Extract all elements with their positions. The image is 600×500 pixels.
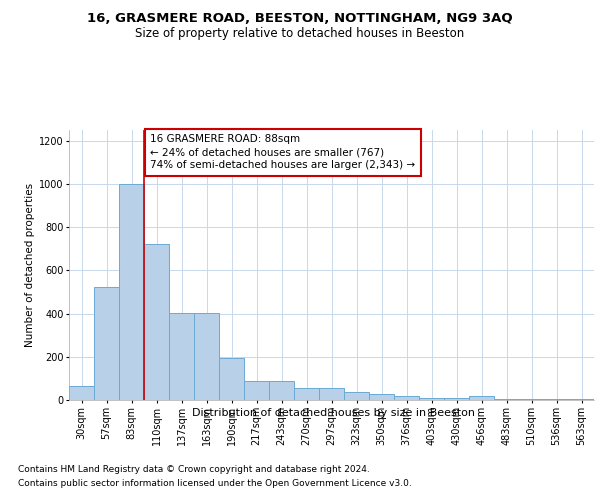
Bar [269, 380, 294, 400]
Bar [444, 398, 469, 400]
Bar [244, 380, 269, 400]
Bar [119, 184, 144, 400]
Text: Contains HM Land Registry data © Crown copyright and database right 2024.: Contains HM Land Registry data © Crown c… [18, 465, 370, 474]
Text: Size of property relative to detached houses in Beeston: Size of property relative to detached ho… [136, 28, 464, 40]
Bar [569, 399, 594, 400]
Bar [494, 399, 519, 400]
Bar [519, 399, 544, 400]
Y-axis label: Number of detached properties: Number of detached properties [25, 183, 35, 347]
Bar [394, 396, 419, 400]
Bar [144, 244, 169, 400]
Bar [194, 312, 219, 400]
Bar [369, 394, 394, 400]
Bar [419, 398, 444, 400]
Bar [319, 388, 344, 400]
Text: 16, GRASMERE ROAD, BEESTON, NOTTINGHAM, NG9 3AQ: 16, GRASMERE ROAD, BEESTON, NOTTINGHAM, … [87, 12, 513, 26]
Bar [344, 392, 369, 400]
Bar [169, 312, 194, 400]
Text: Distribution of detached houses by size in Beeston: Distribution of detached houses by size … [191, 408, 475, 418]
Bar [69, 386, 94, 400]
Bar [469, 396, 494, 400]
Bar [94, 286, 119, 400]
Bar [544, 399, 569, 400]
Text: 16 GRASMERE ROAD: 88sqm
← 24% of detached houses are smaller (767)
74% of semi-d: 16 GRASMERE ROAD: 88sqm ← 24% of detache… [151, 134, 415, 170]
Bar [294, 388, 319, 400]
Text: Contains public sector information licensed under the Open Government Licence v3: Contains public sector information licen… [18, 479, 412, 488]
Bar [219, 358, 244, 400]
